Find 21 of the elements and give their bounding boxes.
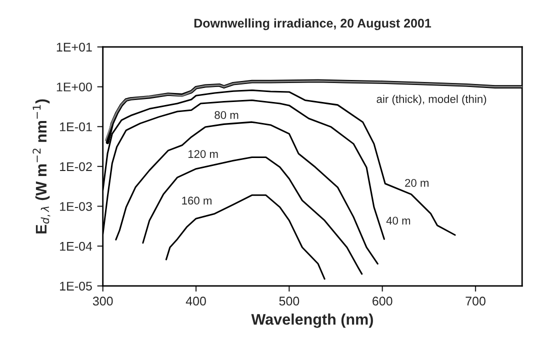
annotation: 40 m — [386, 216, 410, 225]
annotation: 120 m — [188, 150, 218, 158]
y-tick-label: 1E-01 — [60, 122, 92, 132]
annotation: 80 m — [214, 111, 238, 119]
x-axis-title: Wavelength (nm) — [251, 314, 373, 328]
annotation: 20 m — [405, 179, 428, 187]
x-tick-label: 300 — [92, 296, 113, 306]
y-tick-label: 1E+00 — [56, 82, 92, 92]
y-tick-label: 1E-03 — [60, 202, 92, 211]
y-tick-label: 1E+01 — [56, 42, 92, 52]
annotation: air (thick), model (thin) — [376, 94, 486, 106]
y-tick-label: 1E-02 — [60, 162, 92, 172]
annotation: 160 m — [182, 196, 212, 205]
y-axis-title: E$_{d,λ}$ (W m$^{−2}$ nm$^{−1}$) — [32, 99, 50, 234]
y-tick-label: 1E-04 — [60, 242, 92, 251]
x-tick-label: 500 — [279, 296, 300, 306]
x-tick-label: 400 — [186, 296, 206, 306]
x-tick-label: 700 — [466, 296, 486, 306]
chart-title: Downwelling irradiance, 20 August 2001 — [194, 18, 432, 30]
x-tick-label: 600 — [372, 296, 392, 306]
y-tick-label: 1E-05 — [60, 282, 92, 291]
